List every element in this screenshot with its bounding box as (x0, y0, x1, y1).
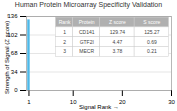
svg-text:4.47: 4.47 (113, 39, 123, 45)
svg-text:0.69: 0.69 (147, 39, 157, 45)
svg-text:Signal Rank →: Signal Rank → (79, 104, 119, 110)
svg-text:1: 1 (63, 29, 66, 35)
svg-text:CD141: CD141 (79, 29, 95, 35)
svg-text:125.27: 125.27 (144, 29, 160, 35)
svg-text:20: 20 (119, 99, 126, 105)
html-text:Human Protein Microarray Speci: Human Protein Microarray Specificity Val… (14, 1, 163, 8)
svg-text:0.21: 0.21 (147, 48, 157, 54)
svg-text:2: 2 (63, 39, 66, 45)
svg-text:30: 30 (168, 99, 175, 105)
svg-text:10: 10 (70, 99, 77, 105)
svg-text:102: 102 (7, 31, 18, 38)
svg-text:Z score: Z score (109, 19, 126, 25)
svg-text:68: 68 (11, 50, 18, 56)
svg-text:34: 34 (11, 69, 18, 75)
svg-text:1: 1 (27, 99, 31, 105)
svg-text:136: 136 (7, 13, 18, 20)
svg-text:Rank: Rank (59, 19, 71, 25)
svg-text:GTF2I: GTF2I (80, 39, 94, 45)
svg-text:3.78: 3.78 (113, 48, 123, 54)
svg-text:MECR: MECR (79, 48, 94, 54)
svg-text:S score: S score (143, 19, 160, 25)
svg-text:Strength of Signal (Z score) →: Strength of Signal (Z score) → (4, 13, 10, 94)
svg-text:Protein: Protein (79, 19, 95, 25)
svg-text:0: 0 (14, 87, 18, 93)
svg-text:129.74: 129.74 (110, 29, 126, 35)
svg-text:3: 3 (63, 48, 66, 54)
